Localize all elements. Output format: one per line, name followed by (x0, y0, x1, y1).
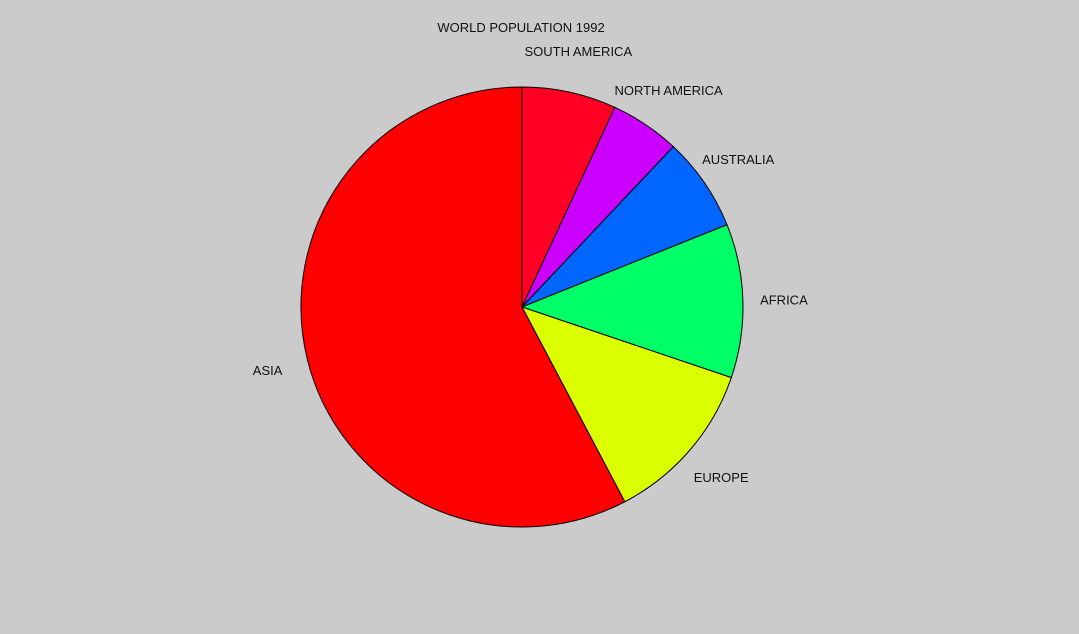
chart-title: WORLD POPULATION 1992 (437, 20, 604, 35)
pie-slice-africa (520, 224, 744, 379)
pie-slices (300, 86, 744, 528)
pie-slice-europe (520, 306, 732, 503)
pie-label-australia: AUSTRALIA (702, 152, 775, 167)
pie-label-africa: AFRICA (760, 293, 808, 308)
pie-slice-asia (300, 86, 626, 528)
pie-labels: SOUTH AMERICA NORTH AMERICA AUSTRALIA AFRIC… (253, 44, 808, 485)
pie-label-asia: ASIA (253, 363, 283, 378)
pie-label-europe: EUROPE (694, 470, 749, 485)
pie-label-north-america: NORTH AMERICA (615, 83, 723, 98)
pie-label-south-america: SOUTH AMERICA (524, 44, 632, 59)
